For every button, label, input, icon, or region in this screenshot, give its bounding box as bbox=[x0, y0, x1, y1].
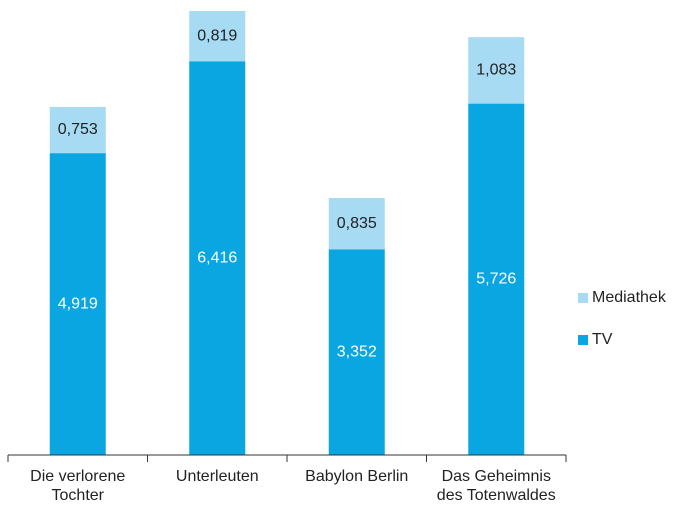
legend-swatch bbox=[578, 293, 588, 303]
x-tick-label: Unterleuten bbox=[175, 468, 259, 485]
x-tick-label: Babylon Berlin bbox=[305, 468, 409, 485]
value-label: 5,726 bbox=[476, 271, 516, 288]
value-label: 4,919 bbox=[58, 295, 98, 312]
bar-segment bbox=[189, 11, 246, 62]
value-label: 0,835 bbox=[337, 215, 377, 232]
value-label: 3,352 bbox=[337, 343, 377, 360]
bar-segment bbox=[468, 103, 525, 456]
value-label: 0,753 bbox=[58, 121, 98, 138]
value-label: 6,416 bbox=[197, 249, 237, 266]
value-label: 0,819 bbox=[197, 27, 237, 44]
bar-segment bbox=[468, 37, 525, 104]
bar-segment bbox=[328, 249, 385, 455]
bar-segment bbox=[328, 198, 385, 250]
legend-label: Mediathek bbox=[592, 289, 667, 306]
bar-segment bbox=[49, 153, 106, 455]
legend-label: TV bbox=[592, 331, 613, 348]
x-tick-label: Die verlorene Tochter bbox=[30, 468, 126, 504]
value-label: 1,083 bbox=[476, 62, 516, 79]
bar-segment bbox=[49, 106, 106, 154]
legend-swatch bbox=[578, 335, 588, 345]
bar-segment bbox=[189, 61, 246, 455]
x-tick-label: Das Geheimnis des Totenwaldes bbox=[436, 468, 556, 504]
